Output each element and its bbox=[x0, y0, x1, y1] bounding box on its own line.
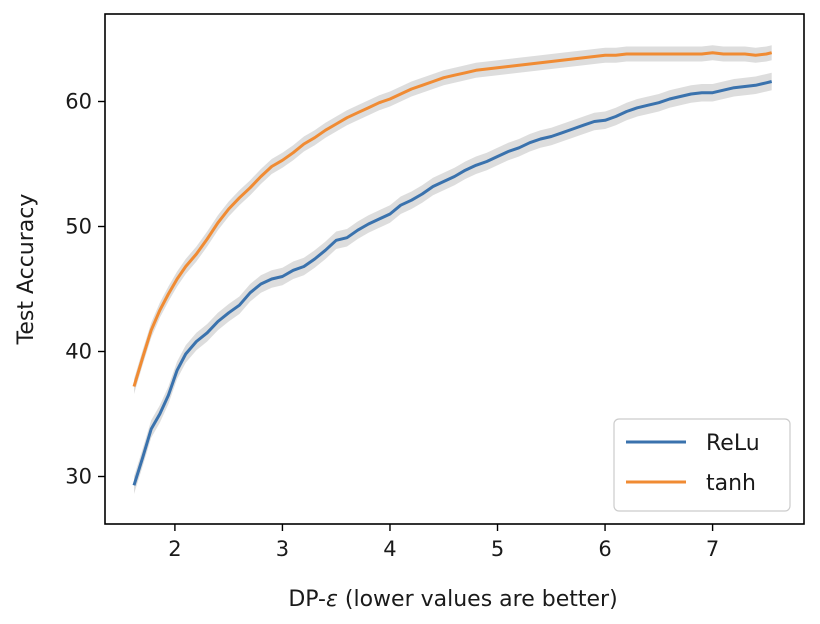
x-tick-label-3: 3 bbox=[276, 537, 289, 561]
x-tick-label-5: 5 bbox=[491, 537, 504, 561]
legend-label-relu: ReLu bbox=[706, 431, 760, 456]
series-line-relu bbox=[132, 80, 773, 486]
y-tick-label-30: 30 bbox=[65, 465, 92, 489]
series-lines bbox=[132, 51, 773, 486]
y-tick-label-40: 40 bbox=[65, 340, 92, 364]
y-axis-label: Test Accuracy bbox=[14, 194, 39, 346]
x-tick-label-6: 6 bbox=[598, 537, 611, 561]
y-axis: 30 40 50 60 bbox=[65, 90, 105, 489]
x-axis-label: DP-ε (lower values are better) bbox=[288, 587, 617, 612]
legend-box bbox=[613, 418, 791, 512]
x-tick-label-7: 7 bbox=[706, 537, 719, 561]
y-tick-label-50: 50 bbox=[65, 215, 92, 239]
y-tick-label-60: 60 bbox=[65, 90, 92, 114]
x-axis: 2 3 4 5 6 7 bbox=[168, 524, 719, 561]
x-tick-label-2: 2 bbox=[168, 537, 181, 561]
x-tick-label-4: 4 bbox=[383, 537, 396, 561]
series-line-tanh bbox=[132, 51, 773, 387]
legend-label-tanh: tanh bbox=[706, 471, 756, 496]
legend: ReLu tanh bbox=[613, 418, 791, 512]
plot-frame bbox=[104, 13, 805, 525]
